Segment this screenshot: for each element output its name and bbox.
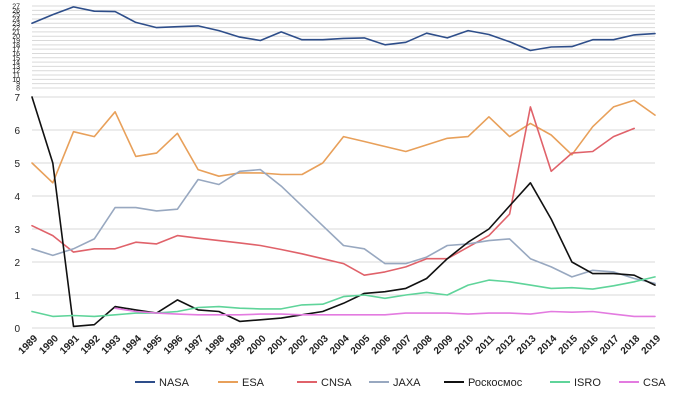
x-tick-label: 1991 bbox=[58, 333, 82, 357]
y-tick-label-top: 12 bbox=[12, 68, 20, 75]
x-tick-label: 2010 bbox=[453, 333, 477, 357]
x-tick-label: 1995 bbox=[141, 333, 165, 357]
y-tick-label-top: 16 bbox=[12, 51, 20, 58]
y-tick-label: 6 bbox=[14, 126, 20, 137]
legend-label-cnsa: CNSA bbox=[321, 377, 352, 389]
x-tick-label: 1996 bbox=[162, 333, 186, 357]
series-line-jaxa bbox=[31, 168, 656, 285]
grid bbox=[32, 5, 655, 329]
y-tick-label-top: 20 bbox=[12, 34, 20, 41]
legend-label-isro: ISRO bbox=[574, 377, 601, 389]
x-tick-label: 2004 bbox=[328, 333, 352, 357]
series-line-csa bbox=[114, 307, 656, 318]
y-tick-label-top: 21 bbox=[12, 29, 20, 36]
x-tick-label: 1989 bbox=[17, 333, 41, 357]
x-tick-label: 2008 bbox=[411, 333, 435, 357]
y-tick-label-top: 13 bbox=[12, 64, 20, 71]
series-line-cnsa bbox=[31, 106, 635, 276]
y-tick-label-top: 9 bbox=[16, 81, 20, 88]
x-tick-label: 2016 bbox=[577, 333, 601, 357]
legend-label-nasa: NASA bbox=[159, 377, 190, 389]
y-tick-label-top: 10 bbox=[12, 77, 20, 84]
x-tick-label: 2015 bbox=[557, 333, 581, 357]
x-tick-label: 1998 bbox=[204, 333, 228, 357]
y-tick-label: 7 bbox=[14, 93, 20, 104]
legend-label-csa: CSA bbox=[643, 377, 666, 389]
series-line-nasa bbox=[31, 6, 656, 52]
series-line-roscosmos bbox=[31, 96, 656, 328]
x-tick-label: 1992 bbox=[79, 333, 103, 357]
legend: NASA ESA CNSA JAXA Роскосмос ISRO CSA bbox=[135, 377, 666, 389]
y-tick-label-top: 14 bbox=[12, 60, 20, 67]
y-tick-label-top: 17 bbox=[12, 47, 20, 54]
x-tick-label: 2007 bbox=[390, 333, 414, 357]
y-tick-label: 4 bbox=[14, 192, 20, 203]
x-tick-label: 1999 bbox=[224, 333, 248, 357]
y-tick-label-top: 24 bbox=[12, 16, 20, 23]
x-tick-label: 2006 bbox=[370, 333, 394, 357]
y-tick-label-top: 25 bbox=[12, 12, 20, 19]
x-tick-label: 2005 bbox=[349, 333, 373, 357]
x-tick-label: 2017 bbox=[598, 333, 622, 357]
axis-labels: 0123456789101112131415161718192021222324… bbox=[12, 4, 663, 357]
y-tick-label-top: 15 bbox=[12, 55, 20, 62]
x-tick-label: 2002 bbox=[287, 333, 311, 357]
series-lines bbox=[31, 6, 656, 328]
y-tick-label-top: 26 bbox=[12, 8, 20, 15]
x-tick-label: 1994 bbox=[120, 333, 144, 357]
y-tick-label: 1 bbox=[14, 291, 20, 302]
y-tick-label-top: 19 bbox=[12, 38, 20, 45]
x-tick-label: 2018 bbox=[619, 333, 643, 357]
x-tick-label: 1990 bbox=[37, 333, 61, 357]
x-tick-label: 2000 bbox=[245, 333, 269, 357]
y-tick-label-top: 27 bbox=[12, 4, 20, 11]
x-tick-label: 1993 bbox=[100, 333, 124, 357]
legend-label-roscosmos: Роскосмос bbox=[468, 377, 523, 389]
x-tick-label: 2019 bbox=[640, 333, 664, 357]
y-tick-label-top: 8 bbox=[16, 86, 20, 93]
y-tick-label-top: 11 bbox=[13, 73, 20, 80]
x-tick-label: 2012 bbox=[494, 333, 518, 357]
legend-label-jaxa: JAXA bbox=[393, 377, 421, 389]
x-tick-label: 2013 bbox=[515, 333, 539, 357]
y-tick-label: 5 bbox=[14, 159, 20, 170]
x-tick-label: 2014 bbox=[536, 333, 560, 357]
x-tick-label: 1997 bbox=[183, 333, 207, 357]
series-line-isro bbox=[31, 276, 656, 318]
y-tick-label-top: 22 bbox=[12, 25, 20, 32]
y-tick-label-top: 18 bbox=[12, 42, 20, 49]
x-tick-label: 2001 bbox=[266, 333, 290, 357]
y-tick-label-top: 23 bbox=[12, 21, 20, 28]
x-tick-label: 2011 bbox=[474, 333, 497, 356]
x-tick-label: 2009 bbox=[432, 333, 456, 357]
y-tick-label: 2 bbox=[14, 258, 20, 269]
x-tick-label: 2003 bbox=[307, 333, 331, 357]
series-line-esa bbox=[31, 99, 656, 184]
y-tick-label: 3 bbox=[14, 225, 20, 236]
y-tick-label: 0 bbox=[14, 324, 20, 335]
legend-label-esa: ESA bbox=[242, 377, 265, 389]
